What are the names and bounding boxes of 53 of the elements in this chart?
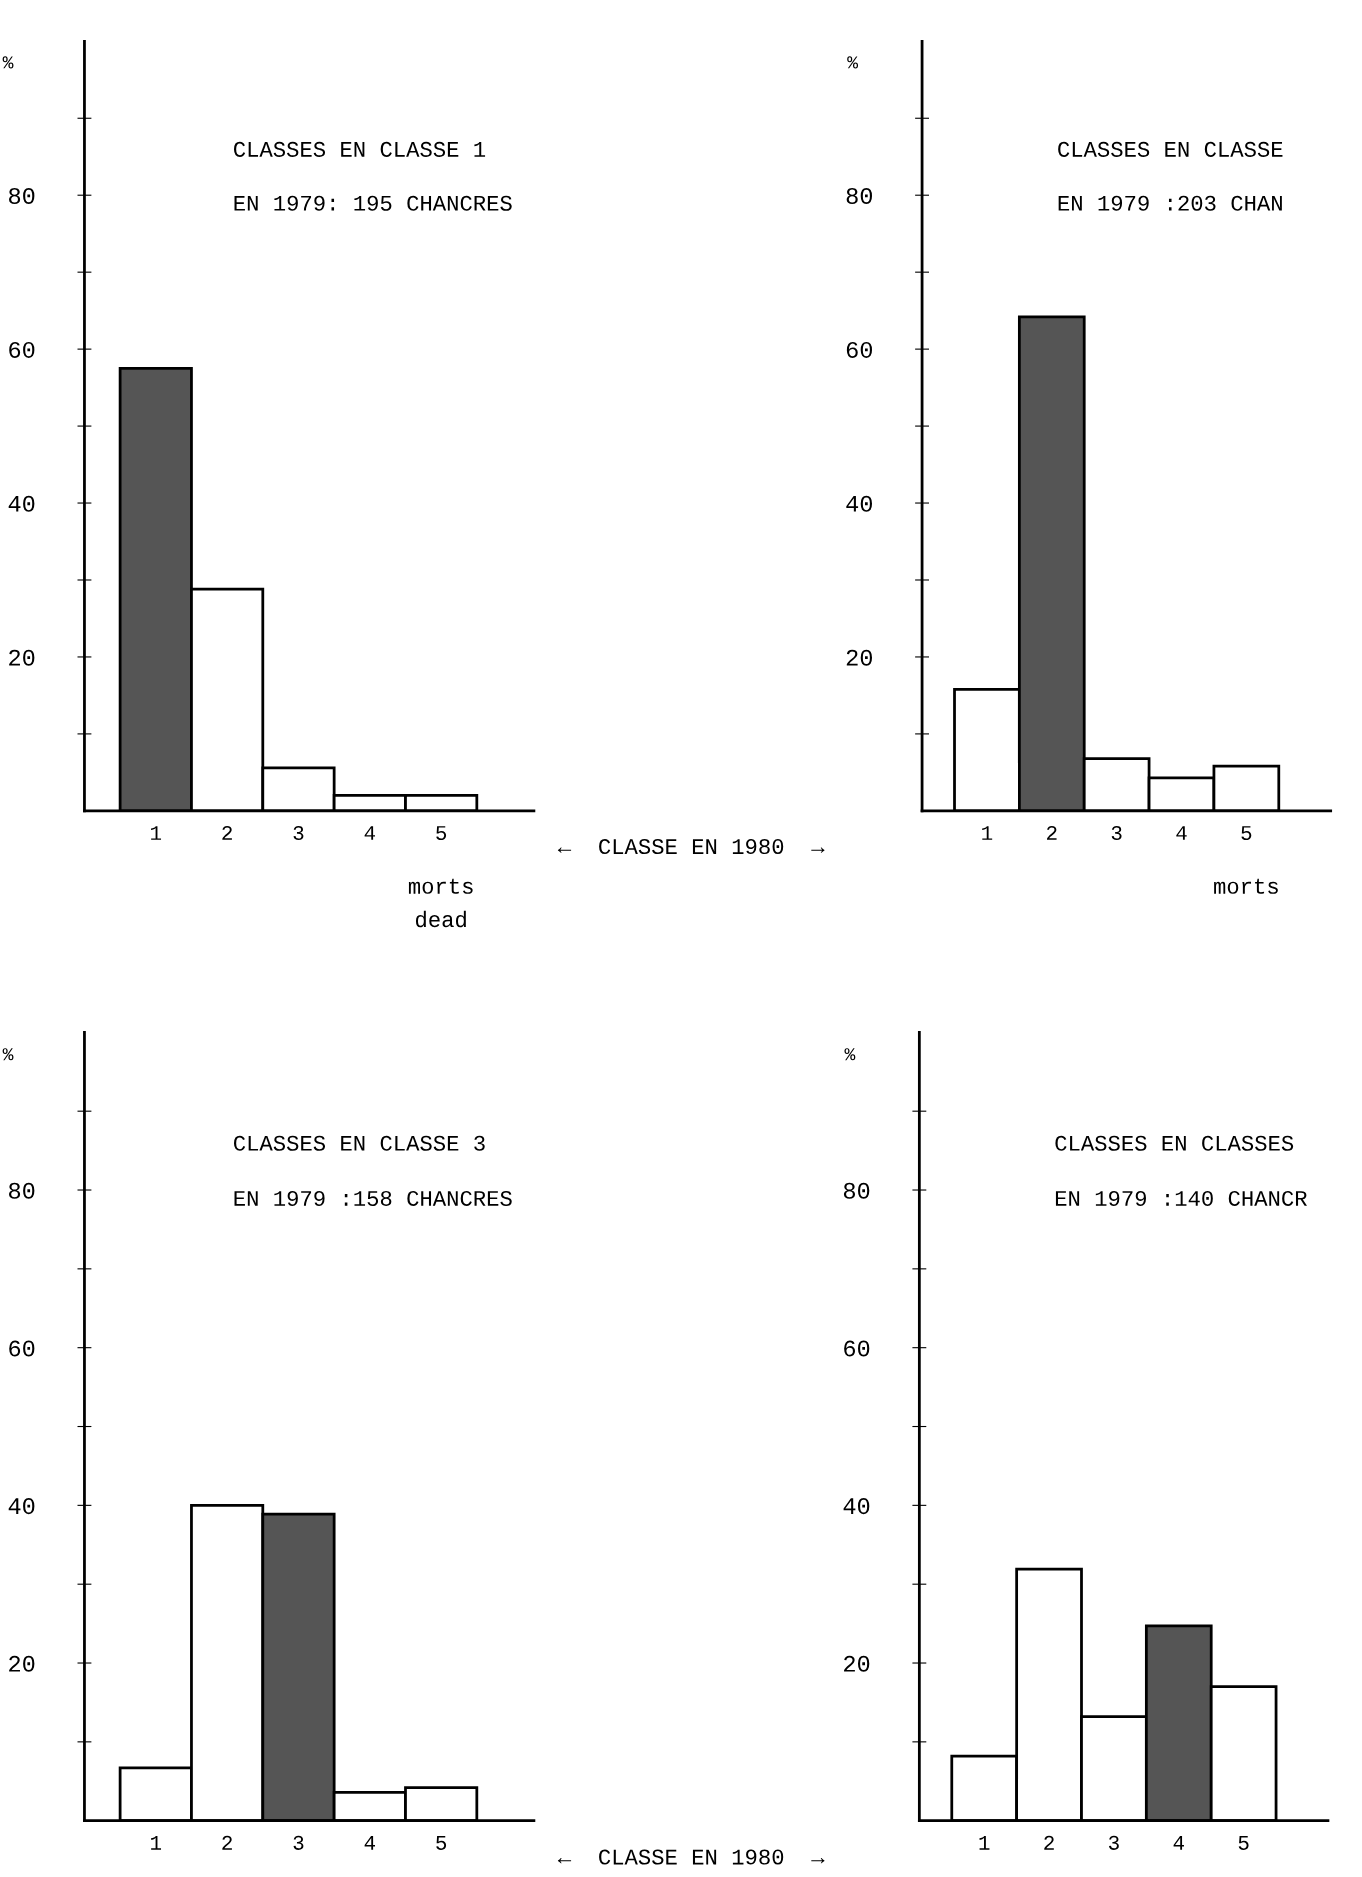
y-tick-label: 40 [843, 1498, 870, 1515]
y-tick-label: 80 [9, 1182, 35, 1199]
y-tick-label: 80 [846, 187, 873, 204]
x-tick-label: 5 [1241, 826, 1252, 841]
text: CLASSES EN CLASSE 3 [233, 1135, 485, 1151]
x-tick-label: 3 [293, 825, 304, 841]
x-tick-label: 5 [436, 826, 447, 841]
y-axis-title: % [844, 1048, 856, 1061]
x-tick-label: 2 [222, 1835, 232, 1850]
x-tick-label: 1 [151, 826, 162, 840]
text: EN 1979 :140 CHANCR [1055, 1190, 1307, 1206]
text: dead [415, 910, 466, 928]
y-axis-title: % [847, 56, 859, 69]
y-tick-label: 60 [844, 1340, 870, 1357]
x-tick-label: 3 [1108, 1835, 1119, 1850]
x-axis-title: ← CLASSE EN 1980 → [557, 1849, 825, 1865]
x-tick-label: 5 [1238, 1835, 1249, 1850]
text: morts [1214, 878, 1278, 894]
text: CLASSES EN CLASSES [1055, 1135, 1294, 1151]
y-tick-label: 20 [846, 649, 873, 666]
text: EN 1979 :203 CHAN [1058, 195, 1282, 211]
x-tick-label: 3 [293, 1835, 304, 1850]
y-axis-title: % [2, 56, 14, 69]
x-tick-label: 1 [979, 1835, 990, 1850]
y-tick-label: 40 [8, 495, 35, 512]
y-tick-label: 60 [846, 341, 873, 358]
y-tick-label: 80 [843, 1182, 870, 1199]
y-tick-label: 80 [9, 187, 35, 204]
x-tick-label: 3 [1111, 825, 1122, 841]
x-tick-label: 1 [982, 826, 993, 840]
text: EN 1979: 195 CHANCRES [234, 195, 512, 211]
y-tick-label: 40 [846, 495, 873, 512]
y-tick-label: 20 [9, 649, 35, 666]
x-tick-label: 2 [1047, 825, 1057, 840]
x-tick-label: 4 [1176, 826, 1187, 840]
x-tick-label: 4 [364, 1835, 376, 1850]
x-tick-label: 4 [364, 826, 376, 840]
y-tick-label: 60 [9, 341, 35, 358]
y-axis-title: % [2, 1048, 14, 1061]
text: CLASSES EN CLASSE 1 [233, 141, 486, 157]
text: EN 1979 :158 CHANCRES [234, 1190, 512, 1206]
x-axis-title: ← CLASSE EN 1980 → [557, 839, 825, 855]
x-tick-label: 2 [222, 825, 232, 840]
x-tick-label: 4 [1173, 1835, 1184, 1850]
x-tick-label: 5 [436, 1835, 447, 1850]
y-tick-label: 40 [8, 1498, 35, 1515]
text: CLASSES EN CLASSE [1058, 141, 1283, 157]
text: morts [408, 878, 473, 894]
y-tick-label: 20 [844, 1655, 870, 1672]
y-tick-label: 20 [9, 1655, 35, 1672]
x-tick-label: 1 [151, 1835, 162, 1850]
x-tick-label: 2 [1044, 1835, 1054, 1850]
y-tick-label: 60 [9, 1340, 35, 1357]
